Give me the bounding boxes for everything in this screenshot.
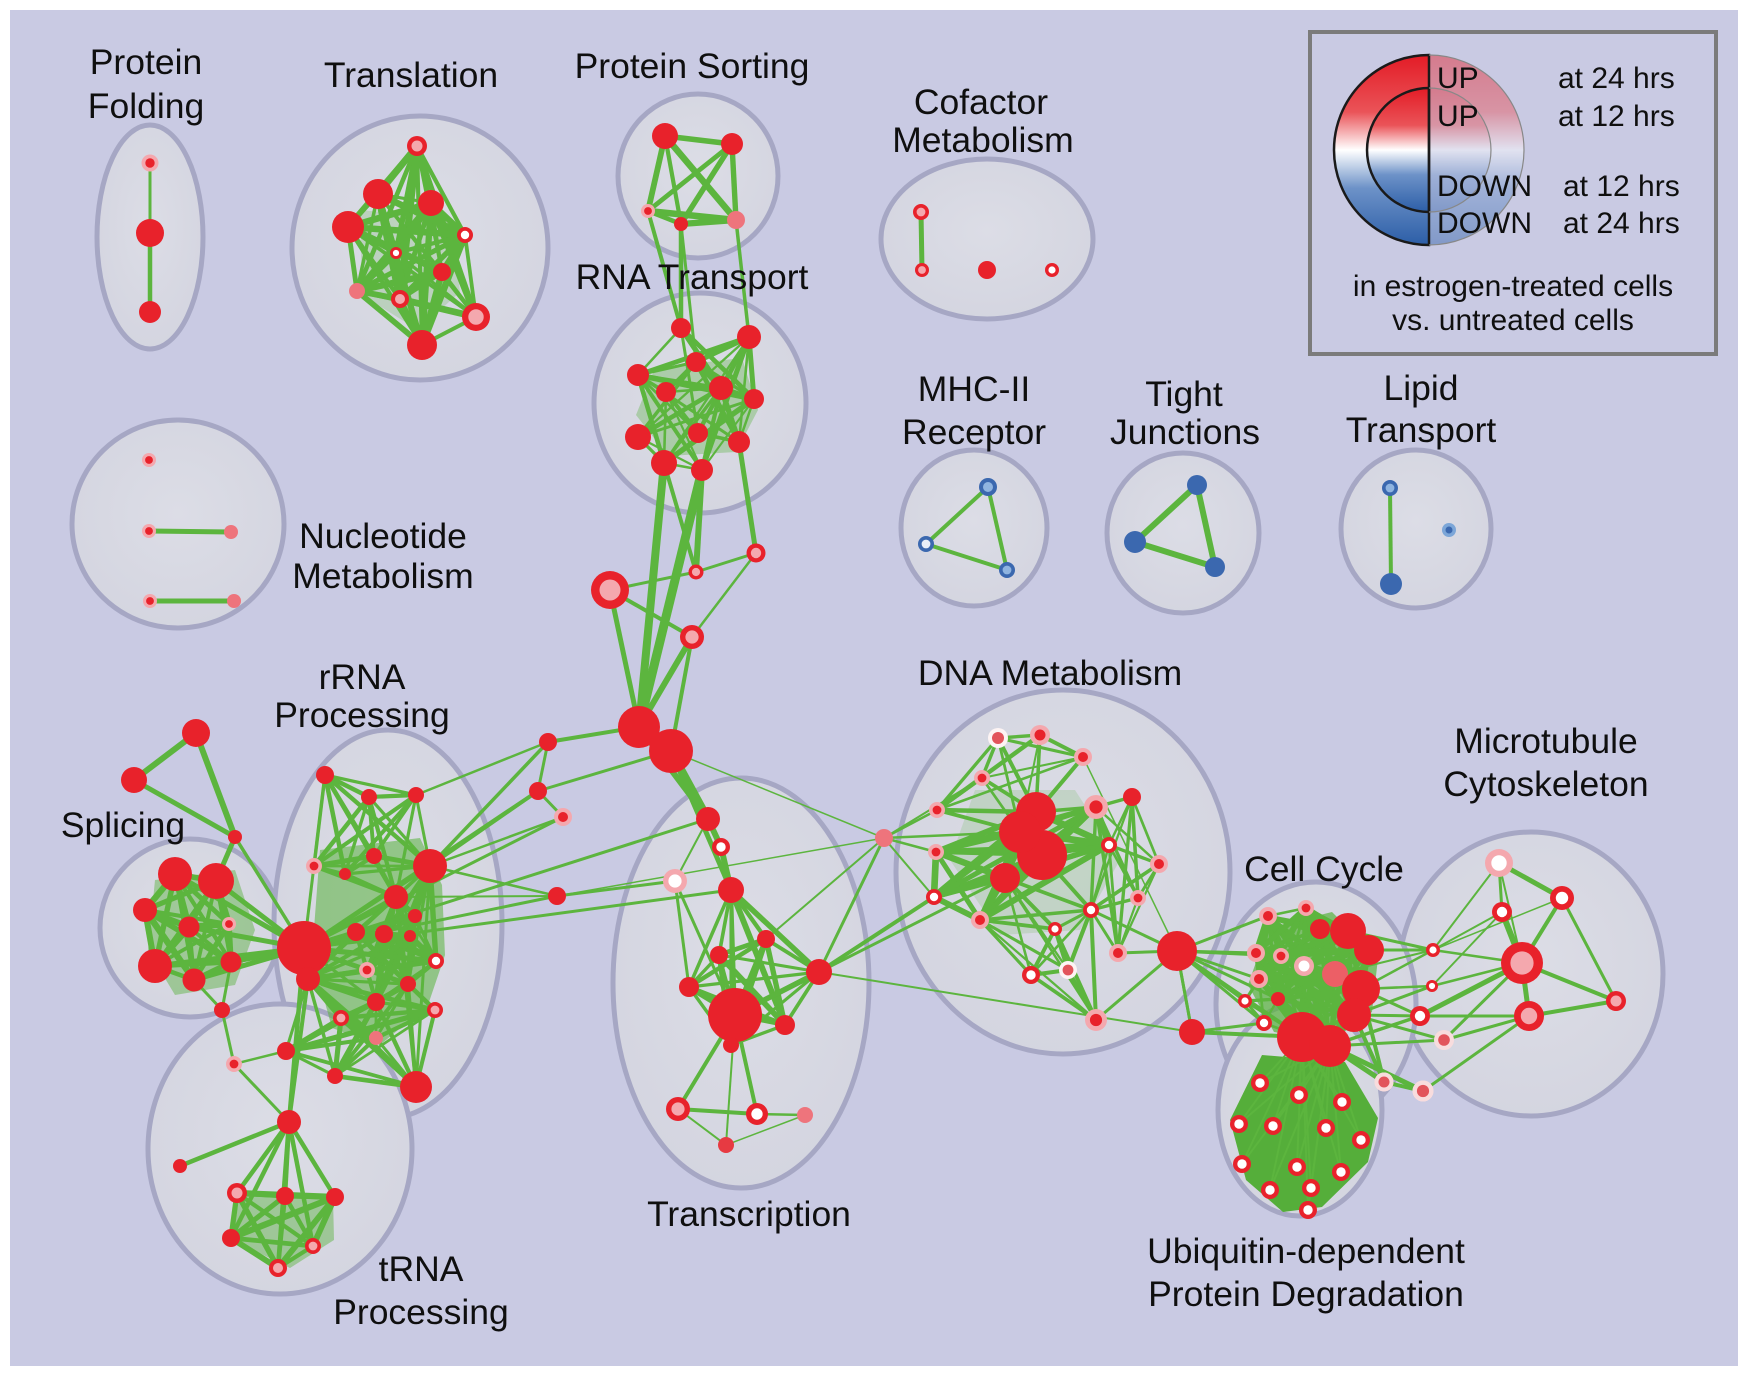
svg-text:in estrogen-treated cells: in estrogen-treated cells xyxy=(1353,270,1673,303)
svg-text:Transcription: Transcription xyxy=(647,1194,851,1234)
svg-text:Protein: Protein xyxy=(90,42,202,82)
svg-text:Translation: Translation xyxy=(324,55,498,95)
svg-text:RNA Transport: RNA Transport xyxy=(576,257,809,297)
svg-text:UP: UP xyxy=(1437,100,1479,133)
svg-text:DOWN: DOWN xyxy=(1437,207,1532,240)
svg-text:Cofactor: Cofactor xyxy=(914,82,1048,122)
svg-text:Transport: Transport xyxy=(1346,410,1497,450)
svg-text:rRNA: rRNA xyxy=(319,657,406,697)
svg-text:Cytoskeleton: Cytoskeleton xyxy=(1443,764,1648,804)
svg-text:vs. untreated cells: vs. untreated cells xyxy=(1392,304,1634,337)
svg-text:Processing: Processing xyxy=(274,695,450,735)
svg-text:Tight: Tight xyxy=(1145,374,1223,414)
svg-text:Metabolism: Metabolism xyxy=(292,556,474,596)
svg-text:tRNA: tRNA xyxy=(379,1249,464,1289)
svg-text:Junctions: Junctions xyxy=(1110,412,1260,452)
svg-text:Metabolism: Metabolism xyxy=(892,120,1074,160)
svg-text:Protein Sorting: Protein Sorting xyxy=(575,46,810,86)
svg-text:Lipid: Lipid xyxy=(1383,368,1458,408)
svg-text:at 24 hrs: at 24 hrs xyxy=(1558,62,1675,95)
svg-text:Folding: Folding xyxy=(88,86,204,126)
svg-text:Ubiquitin-dependent: Ubiquitin-dependent xyxy=(1147,1231,1465,1271)
svg-text:Nucleotide: Nucleotide xyxy=(299,516,467,556)
svg-text:Cell Cycle: Cell Cycle xyxy=(1244,849,1404,889)
svg-text:UP: UP xyxy=(1437,62,1479,95)
svg-text:Splicing: Splicing xyxy=(61,805,185,845)
svg-text:DNA Metabolism: DNA Metabolism xyxy=(918,653,1182,693)
svg-text:Processing: Processing xyxy=(333,1292,509,1332)
svg-text:at 12 hrs: at 12 hrs xyxy=(1558,100,1675,133)
svg-text:Microtubule: Microtubule xyxy=(1454,721,1638,761)
svg-text:Protein Degradation: Protein Degradation xyxy=(1148,1274,1464,1314)
svg-text:at 24 hrs: at 24 hrs xyxy=(1563,207,1680,240)
svg-text:MHC-II: MHC-II xyxy=(918,369,1030,409)
svg-text:DOWN: DOWN xyxy=(1437,170,1532,203)
svg-text:Receptor: Receptor xyxy=(902,412,1046,452)
svg-text:at 12 hrs: at 12 hrs xyxy=(1563,170,1680,203)
